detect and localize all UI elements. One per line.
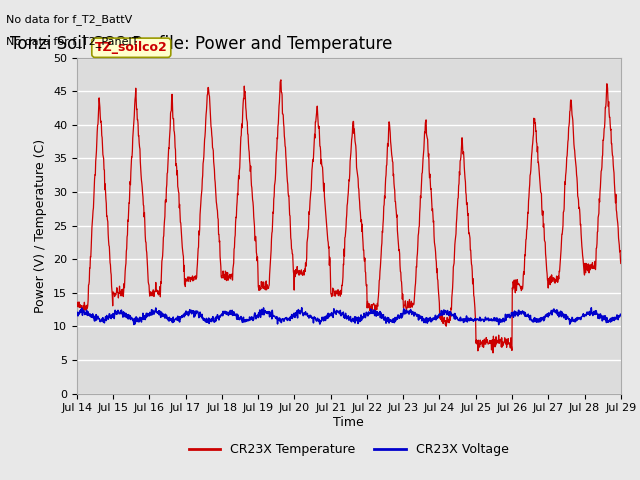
- Text: No data for f_T2_BattV: No data for f_T2_BattV: [6, 14, 132, 25]
- Text: TZ_soilco2: TZ_soilco2: [95, 41, 168, 54]
- X-axis label: Time: Time: [333, 416, 364, 429]
- Text: No data for f_T2_PanelT: No data for f_T2_PanelT: [6, 36, 139, 47]
- Text: Tonzi Soil CO2 Profile: Power and Temperature: Tonzi Soil CO2 Profile: Power and Temper…: [10, 35, 392, 53]
- Y-axis label: Power (V) / Temperature (C): Power (V) / Temperature (C): [35, 139, 47, 312]
- Legend: CR23X Temperature, CR23X Voltage: CR23X Temperature, CR23X Voltage: [184, 438, 513, 461]
